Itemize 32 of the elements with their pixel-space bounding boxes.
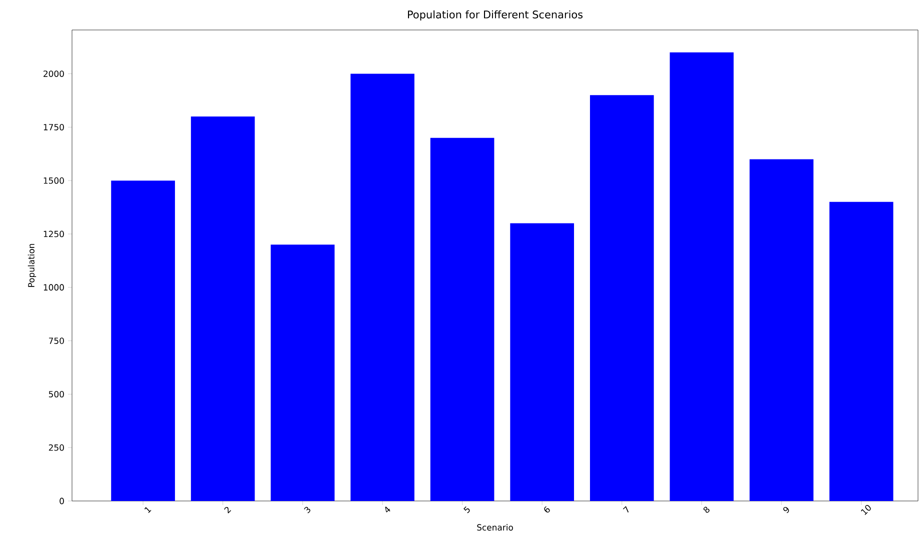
- y-tick-label: 250: [48, 444, 64, 451]
- y-tick-label: 0: [60, 498, 64, 504]
- y-tick-label: 750: [49, 338, 64, 344]
- bar: [190, 116, 255, 501]
- y-tick-label: 1750: [44, 124, 64, 130]
- bar: [510, 223, 574, 501]
- y-tick-label: 1250: [44, 230, 64, 238]
- bar: [590, 95, 654, 501]
- bar: [829, 202, 894, 501]
- x-tick-label: 1: [144, 507, 152, 514]
- x-tick-label: 7: [622, 506, 629, 513]
- y-tick-label: 1500: [44, 177, 64, 184]
- x-tick-label: 8: [704, 506, 710, 513]
- bar: [270, 244, 335, 501]
- y-axis-title: Population: [28, 244, 36, 287]
- x-tick-label: 4: [385, 506, 390, 512]
- x-axis-title: Scenario: [477, 524, 513, 531]
- x-tick-label: 5: [464, 506, 470, 514]
- y-tick-label: 500: [48, 390, 64, 398]
- bar: [430, 138, 494, 501]
- x-tick-label: 6: [544, 506, 550, 513]
- bar: [111, 180, 175, 501]
- x-tick-label: 2: [224, 506, 232, 514]
- chart-title: Population for Different Scenarios: [408, 10, 583, 20]
- y-tick-label: 2000: [44, 70, 64, 77]
- x-tick-label: 3: [304, 506, 310, 514]
- x-tick-label: 10: [860, 505, 871, 515]
- bar: [670, 52, 734, 501]
- bar: [750, 159, 814, 501]
- x-tick-label: 9: [783, 506, 789, 514]
- y-tick-label: 1000: [44, 284, 64, 291]
- bar: [350, 74, 414, 501]
